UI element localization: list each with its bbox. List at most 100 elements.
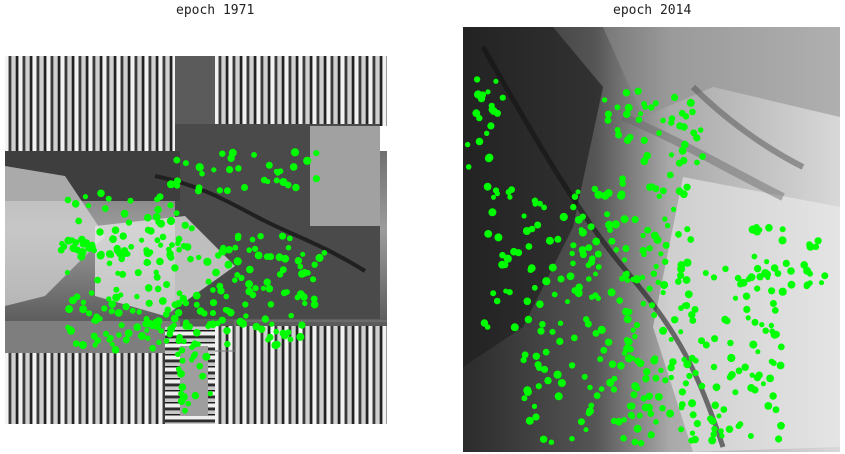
matched-point: [688, 311, 696, 319]
matched-point: [145, 299, 153, 307]
matched-point: [195, 341, 201, 347]
matched-point: [667, 363, 675, 372]
matched-point: [106, 337, 112, 343]
matched-point: [770, 360, 777, 367]
matched-point: [162, 311, 170, 318]
matched-point: [507, 194, 513, 200]
matched-point: [778, 287, 787, 296]
matched-point: [146, 320, 154, 328]
matched-point: [310, 276, 317, 283]
matched-point: [273, 177, 280, 184]
matched-point: [650, 270, 657, 277]
matched-point: [109, 252, 115, 258]
matched-point: [531, 284, 538, 291]
matched-point: [485, 89, 491, 95]
matched-point: [169, 242, 175, 248]
matched-point: [127, 197, 134, 204]
matched-point: [640, 274, 646, 280]
matched-point: [71, 200, 80, 208]
matched-point: [671, 206, 677, 212]
matched-point: [652, 100, 659, 107]
matched-point: [647, 431, 655, 439]
matched-point: [764, 259, 770, 265]
matched-point: [159, 233, 167, 241]
matched-point: [566, 272, 575, 281]
matched-point: [260, 176, 268, 184]
matched-point: [571, 287, 578, 294]
matched-point: [668, 374, 674, 381]
matched-point: [170, 314, 179, 323]
matched-point: [607, 288, 616, 297]
matched-point: [570, 203, 577, 211]
matched-point: [80, 299, 87, 305]
matched-point: [134, 269, 142, 277]
matched-point: [195, 163, 204, 172]
matched-point: [188, 225, 195, 232]
matched-point: [503, 254, 512, 263]
matched-point: [668, 152, 675, 158]
matched-point: [554, 392, 563, 401]
matched-point: [624, 103, 633, 112]
matched-point: [591, 185, 598, 193]
matched-point: [743, 305, 751, 313]
matched-point: [644, 226, 651, 234]
matched-point: [689, 430, 696, 436]
matched-point: [542, 277, 551, 286]
matched-point: [782, 259, 790, 267]
matched-point: [167, 202, 174, 209]
matched-point: [769, 300, 777, 307]
matched-point: [178, 390, 185, 397]
matched-point: [163, 338, 170, 344]
matched-point: [138, 332, 146, 340]
matched-point: [182, 407, 188, 414]
matched-point: [120, 209, 129, 218]
matched-point: [640, 232, 646, 239]
matched-point: [749, 340, 758, 349]
matched-point: [537, 327, 545, 335]
matched-point: [177, 369, 185, 378]
matched-point: [193, 328, 201, 337]
matched-point: [610, 386, 618, 393]
matched-point: [535, 383, 542, 390]
matched-point: [78, 341, 87, 349]
matched-point: [727, 339, 734, 347]
matched-point: [233, 257, 242, 266]
matched-point: [708, 436, 717, 445]
matched-point: [545, 236, 554, 245]
matched-point: [640, 157, 649, 166]
matched-point: [604, 211, 611, 218]
matched-point: [485, 153, 494, 162]
matched-point: [167, 325, 175, 333]
matched-point: [115, 270, 121, 276]
matched-point: [587, 223, 595, 231]
matched-point: [734, 274, 742, 282]
matched-point: [585, 244, 593, 252]
matched-point: [648, 302, 656, 309]
matched-point: [619, 180, 626, 187]
matched-point: [273, 328, 280, 335]
matched-point: [735, 367, 743, 375]
matched-point: [310, 295, 318, 303]
matched-point: [568, 362, 576, 369]
matched-point: [113, 244, 121, 253]
matched-point: [778, 236, 787, 245]
matched-point: [523, 386, 532, 395]
matched-point: [684, 226, 691, 233]
matched-point: [218, 316, 226, 324]
matched-point: [634, 87, 642, 95]
matched-point: [142, 321, 149, 328]
matched-point: [751, 318, 759, 326]
matched-point: [311, 261, 318, 268]
matched-point: [753, 264, 762, 273]
matched-point: [186, 323, 193, 331]
matched-point: [653, 263, 659, 270]
matched-point: [806, 241, 813, 248]
matched-point: [199, 170, 205, 177]
matched-point: [640, 395, 647, 402]
matched-point: [712, 383, 721, 392]
matched-point: [622, 257, 628, 263]
matched-point: [762, 327, 769, 334]
matched-point: [72, 239, 80, 246]
matched-point: [622, 245, 630, 252]
matched-point: [570, 242, 577, 249]
